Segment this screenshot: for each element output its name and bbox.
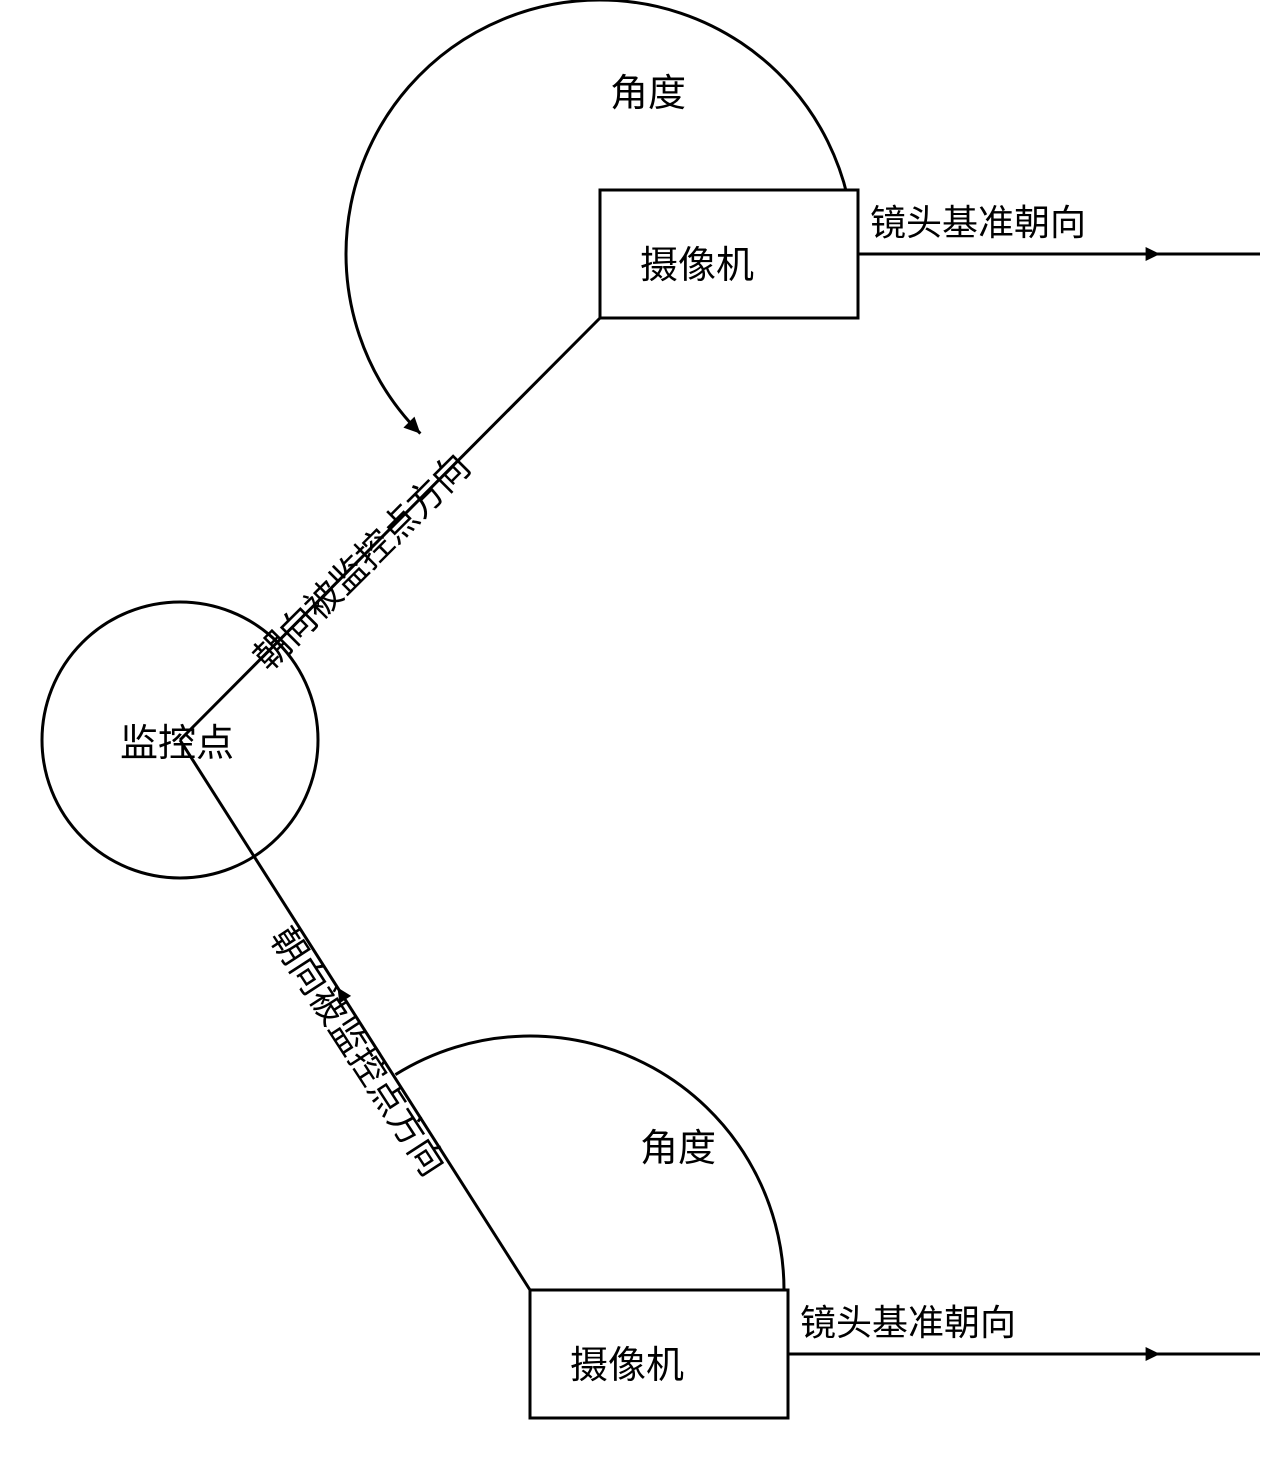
bottom-camera-label: 摄像机 bbox=[570, 1334, 684, 1389]
top-camera-label: 摄像机 bbox=[640, 234, 754, 289]
bottom-reference-label: 镜头基准朝向 bbox=[800, 1294, 1016, 1346]
bottom-angle-arc bbox=[395, 1036, 784, 1290]
bottom-angle-label: 角度 bbox=[640, 1117, 716, 1172]
top-reference-label: 镜头基准朝向 bbox=[870, 194, 1086, 246]
top-angle-label: 角度 bbox=[610, 62, 686, 117]
monitor-point-label: 监控点 bbox=[120, 712, 234, 767]
